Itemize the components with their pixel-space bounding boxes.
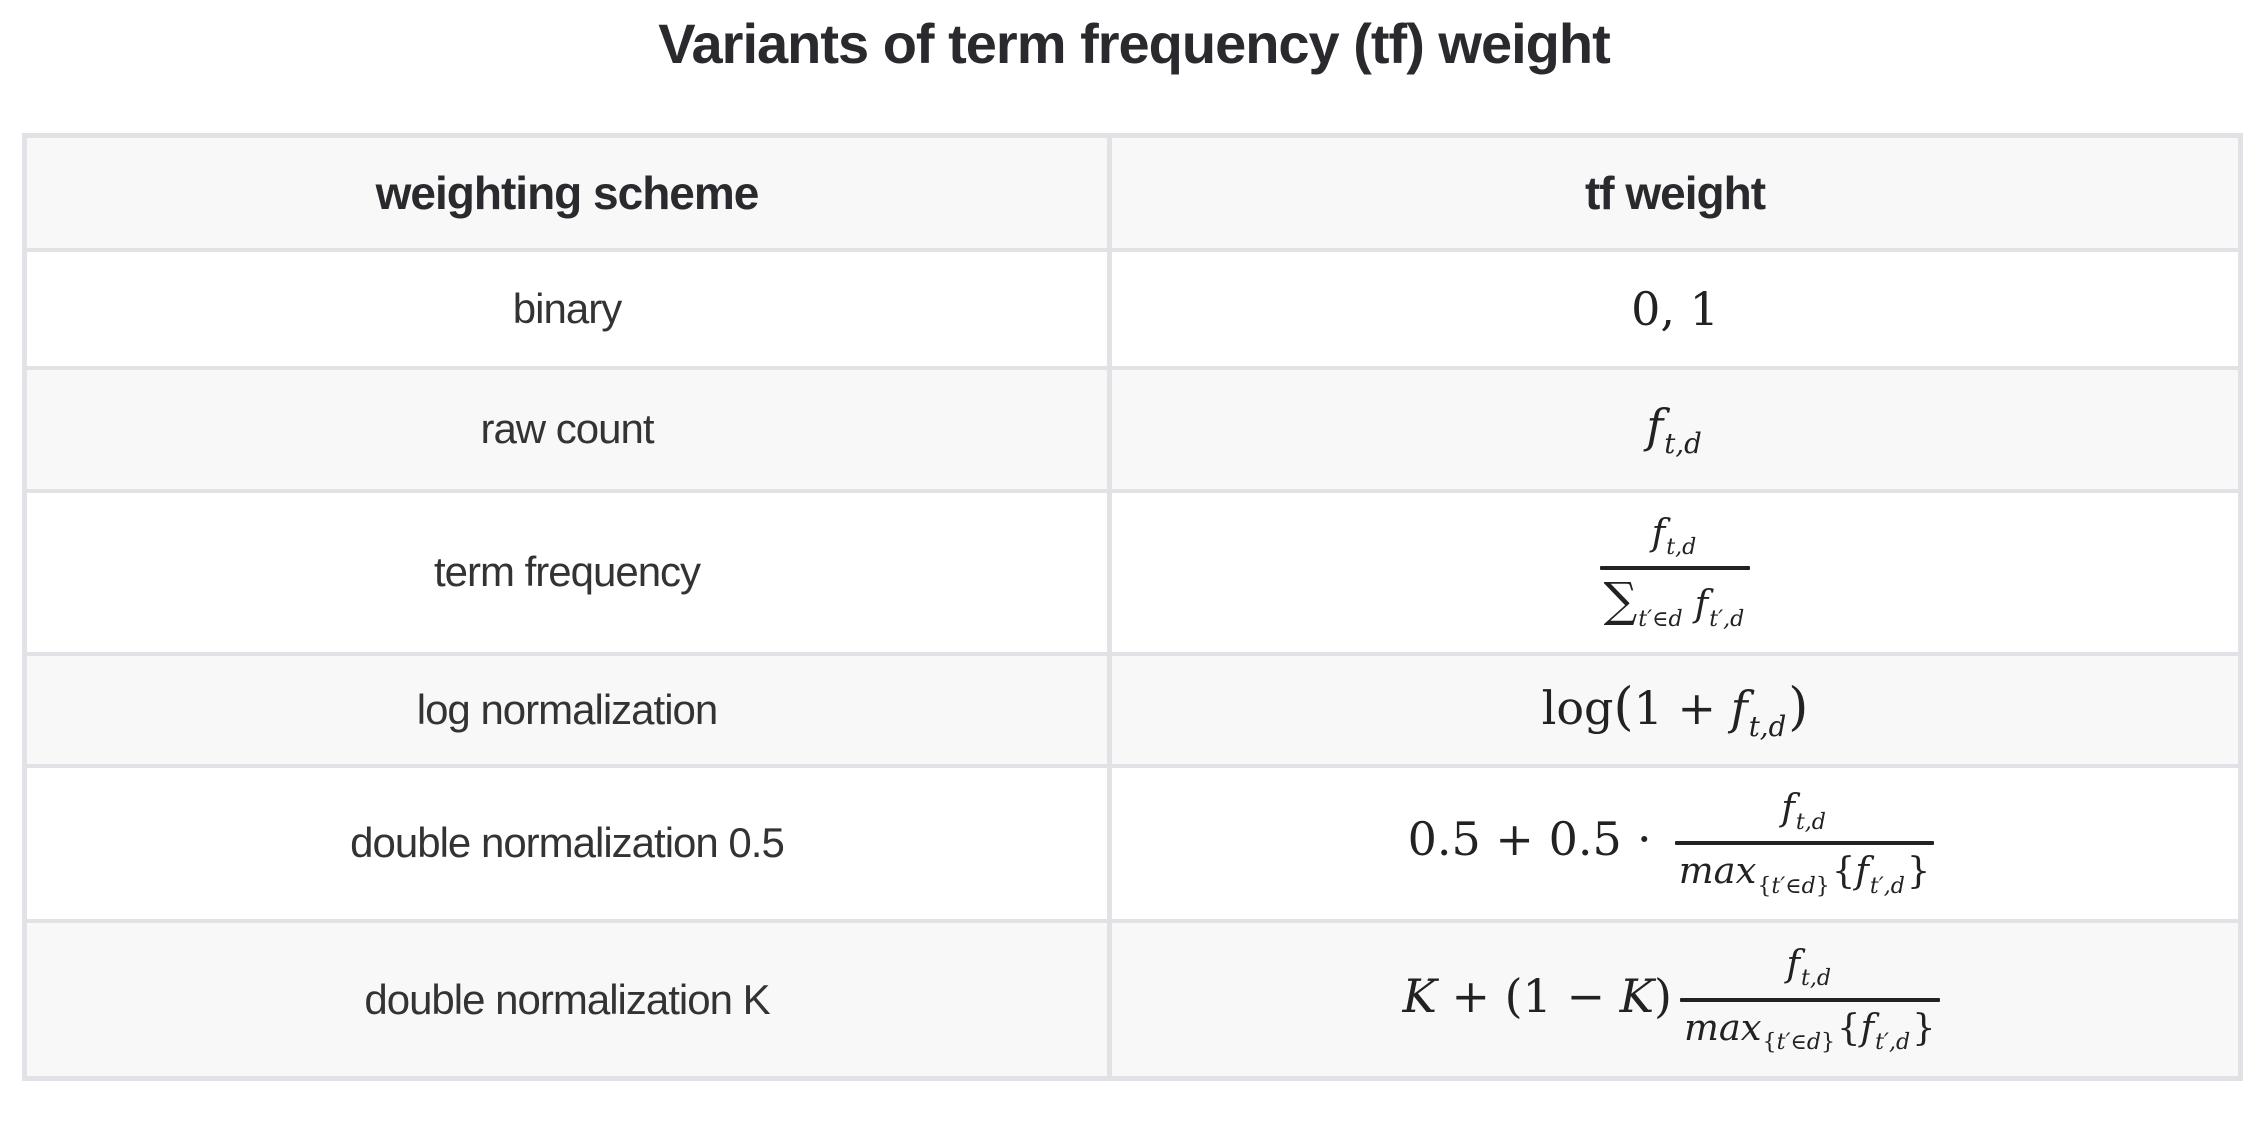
- math-text: }: [1815, 873, 1830, 899]
- math-text: }: [1912, 1005, 1936, 1049]
- math-variable: t′,d: [1875, 1029, 1911, 1055]
- math-variable: f: [1694, 582, 1709, 626]
- math-variable: t′,d: [1709, 606, 1745, 632]
- math-text: (: [1613, 677, 1634, 738]
- tf-weight-formula: ft,d: [1646, 398, 1704, 461]
- math-text: 0.5 + 0.5 ⋅: [1407, 812, 1667, 867]
- formula-cell: K + (1 − K) ft,d max{t′∈d}{ft′,d}: [1107, 918, 2243, 1081]
- math-variable: f: [1646, 398, 1664, 453]
- subscript: t′,d: [1708, 607, 1746, 632]
- math-variable: f: [1860, 1005, 1875, 1049]
- table-header: weighting scheme tf weight: [22, 133, 2243, 252]
- tf-variants-table: weighting scheme tf weight binary 0, 1 r…: [22, 133, 2243, 1082]
- fraction: ft,d max{t′∈d}{ft′,d}: [1674, 785, 1935, 899]
- math-variable: K: [1402, 968, 1437, 1023]
- scheme-cell: binary: [22, 247, 1112, 370]
- math-text: log: [1541, 681, 1614, 736]
- table-row: binary 0, 1: [22, 247, 2243, 370]
- tf-weight-formula: 0.5 + 0.5 ⋅ ft,d max{t′∈d}{ft′,d}: [1407, 788, 1943, 898]
- subscript: t′,d: [1869, 874, 1907, 899]
- tf-weight-formula: 0, 1: [1631, 282, 1719, 336]
- math-variable: f: [1651, 510, 1666, 554]
- fraction-bar: [1674, 841, 1935, 846]
- subscript: t,d: [1800, 966, 1833, 991]
- math-variable: max: [1678, 849, 1757, 893]
- formula-cell: 0.5 + 0.5 ⋅ ft,d max{t′∈d}{ft′,d}: [1107, 763, 2243, 923]
- math-text: {: [1757, 873, 1772, 899]
- table-row: raw count ft,d: [22, 365, 2243, 493]
- header-row: weighting scheme tf weight: [22, 133, 2243, 252]
- fraction-numerator: ft,d: [1777, 785, 1832, 835]
- scheme-cell: log normalization: [22, 651, 1112, 768]
- math-variable: K: [1619, 968, 1654, 1023]
- table-row: term frequency ft,d ∑t′∈d ft′,d: [22, 488, 2243, 656]
- tf-weight-formula: log(1 + ft,d): [1541, 677, 1809, 743]
- math-variable: t′∈d: [1776, 1029, 1821, 1055]
- scheme-cell: double normalization 0.5: [22, 763, 1112, 923]
- math-text: ): [1788, 677, 1809, 738]
- math-variable: t′∈d: [1638, 606, 1683, 632]
- table-title: Variants of term frequency (tf) weight: [658, 12, 1611, 75]
- fraction-denominator: ∑t′∈d ft′,d: [1600, 577, 1751, 630]
- fraction-denominator: max{t′∈d}{ft′,d}: [1675, 849, 1935, 899]
- math-variable: t′,d: [1869, 873, 1905, 899]
- tf-weight-formula: ft,d ∑t′∈d ft′,d: [1592, 513, 1759, 631]
- fraction: ft,d ∑t′∈d ft′,d: [1599, 510, 1751, 631]
- table-row: double normalization 0.5 0.5 + 0.5 ⋅ ft,…: [22, 763, 2243, 923]
- math-variable: f: [1786, 942, 1801, 986]
- math-variable: t,d: [1664, 427, 1702, 461]
- math-text: {: [1762, 1029, 1777, 1055]
- math-text: ∑: [1603, 573, 1638, 629]
- scheme-cell: raw count: [22, 365, 1112, 493]
- formula-cell: 0, 1: [1107, 247, 2243, 370]
- fraction-numerator: ft,d: [1648, 510, 1703, 560]
- math-text: {: [1831, 849, 1856, 893]
- table-row: log normalization log(1 + ft,d): [22, 651, 2243, 768]
- page: Variants of term frequency (tf) weight w…: [0, 12, 2268, 1082]
- formula-cell: log(1 + ft,d): [1107, 651, 2243, 768]
- fraction-bar: [1599, 566, 1751, 571]
- tf-weight-formula: K + (1 − K) ft,d max{t′∈d}{ft′,d}: [1402, 944, 1947, 1054]
- column-header-weighting-scheme: weighting scheme: [22, 133, 1112, 252]
- math-variable: t,d: [1795, 810, 1826, 836]
- formula-cell: ft,d ∑t′∈d ft′,d: [1107, 488, 2243, 656]
- math-text: {: [1837, 1005, 1861, 1049]
- subscript: t′∈d: [1637, 607, 1684, 632]
- table-body: binary 0, 1 raw count ft,d term frequenc…: [22, 247, 2243, 1081]
- math-text: + (1 −: [1436, 968, 1620, 1023]
- math-variable: t,d: [1666, 535, 1697, 561]
- scheme-cell: double normalization K: [22, 918, 1112, 1081]
- formula-cell: ft,d: [1107, 365, 2243, 493]
- fraction-bar: [1679, 997, 1940, 1002]
- math-variable: f: [1855, 849, 1869, 893]
- math-text: }: [1820, 1029, 1836, 1055]
- math-variable: f: [1730, 681, 1748, 736]
- scheme-cell: term frequency: [22, 488, 1112, 656]
- fraction: ft,d max{t′∈d}{ft′,d}: [1679, 942, 1940, 1055]
- column-header-tf-weight: tf weight: [1107, 133, 2243, 252]
- math-text: ): [1654, 968, 1672, 1023]
- subscript: {t′∈d}: [1762, 1030, 1837, 1055]
- fraction-numerator: ft,d: [1782, 942, 1837, 991]
- math-text: 0, 1: [1631, 281, 1719, 336]
- subscript: t,d: [1795, 810, 1828, 835]
- subscript: t,d: [1663, 427, 1704, 460]
- math-variable: t,d: [1748, 709, 1787, 743]
- math-variable: t′∈d: [1771, 873, 1816, 899]
- subscript: t′,d: [1874, 1030, 1912, 1055]
- math-text: }: [1906, 849, 1931, 893]
- table-row: double normalization K K + (1 − K) ft,d ma…: [22, 918, 2243, 1081]
- subscript: t,d: [1748, 710, 1789, 743]
- math-text: 1 +: [1633, 681, 1731, 736]
- subscript: t,d: [1665, 535, 1698, 560]
- fraction-denominator: max{t′∈d}{ft′,d}: [1680, 1005, 1940, 1055]
- math-variable: t,d: [1801, 966, 1832, 992]
- subscript: {t′∈d}: [1756, 874, 1831, 899]
- math-variable: f: [1781, 785, 1795, 829]
- math-variable: max: [1683, 1005, 1762, 1049]
